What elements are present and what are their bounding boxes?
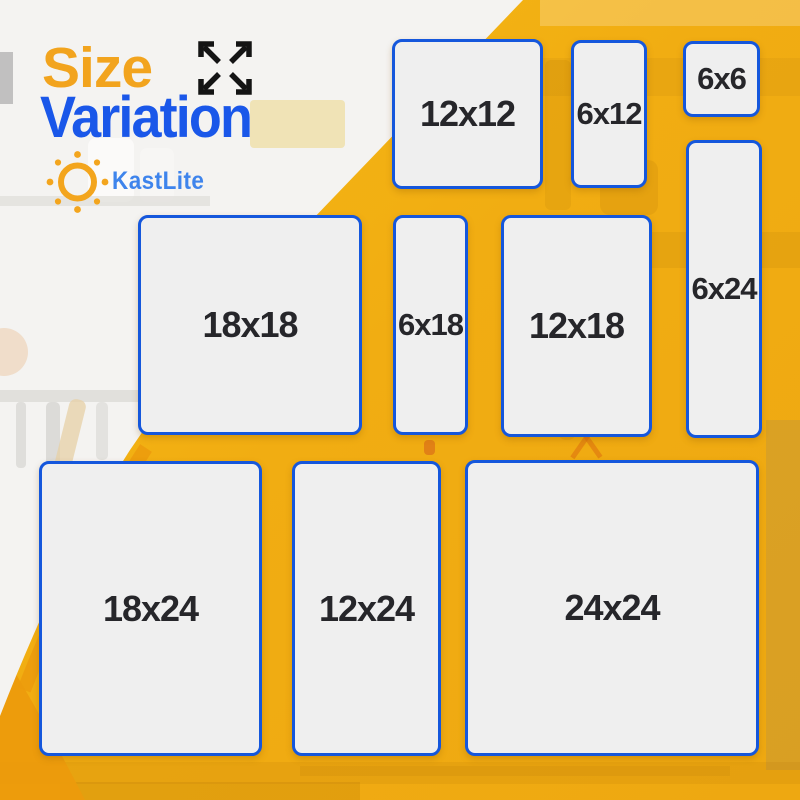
size-label: 12x24 [318, 587, 415, 629]
size-label: 12x12 [419, 93, 516, 134]
size-card-12x12: 12x12 [392, 39, 543, 189]
size-card-12x18: 12x18 [501, 215, 652, 437]
size-label: 18x24 [102, 587, 199, 629]
size-card-18x18: 18x18 [138, 215, 362, 435]
size-label: 24x24 [564, 587, 660, 628]
expand-arrows-icon [198, 41, 252, 95]
size-label: 18x18 [202, 304, 298, 345]
size-label: 6x18 [398, 307, 464, 342]
size-card-6x18: 6x18 [393, 215, 468, 435]
page-title-size: Size [42, 36, 153, 100]
size-card-6x24: 6x24 [686, 140, 762, 438]
page-title-variation: Variation [40, 85, 253, 150]
size-card-24x24: 24x24 [465, 460, 759, 756]
size-card-18x24: 18x24 [39, 461, 262, 756]
size-label: 6x24 [691, 271, 758, 306]
size-label: 6x12 [576, 96, 643, 131]
brand-name: KastLite [112, 167, 205, 195]
size-card-12x24: 12x24 [292, 461, 441, 756]
size-label: 6x6 [697, 61, 747, 96]
size-label: 12x18 [528, 305, 625, 346]
sun-icon [46, 151, 109, 213]
size-card-6x6: 6x6 [683, 41, 760, 117]
white-photo-hints [0, 52, 345, 509]
size-card-6x12: 6x12 [571, 40, 647, 188]
